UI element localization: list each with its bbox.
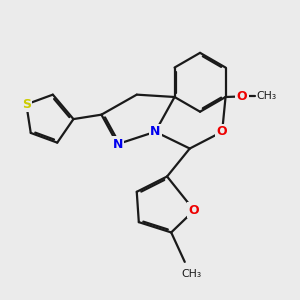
- Text: S: S: [22, 98, 31, 111]
- Text: O: O: [237, 90, 247, 103]
- Text: O: O: [217, 125, 227, 138]
- Text: CH₃: CH₃: [256, 92, 277, 101]
- Text: CH₃: CH₃: [181, 269, 201, 279]
- Text: N: N: [112, 138, 123, 151]
- Text: N: N: [150, 125, 160, 138]
- Text: O: O: [189, 204, 200, 217]
